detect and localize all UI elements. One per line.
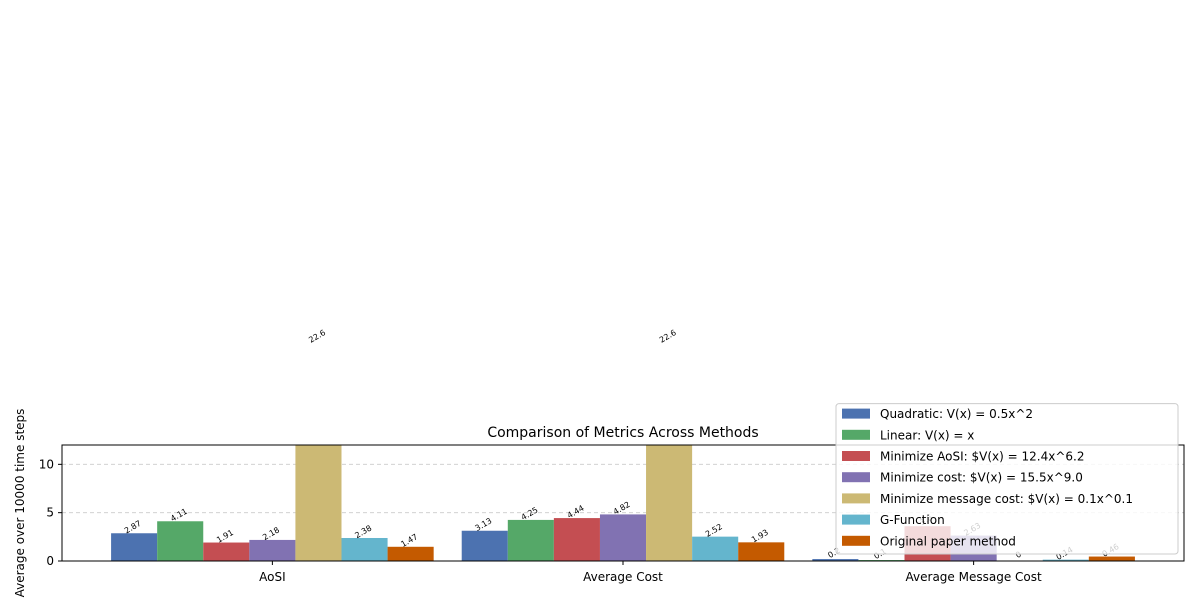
value-label: 1.47 <box>399 532 419 549</box>
legend-swatch <box>842 408 870 419</box>
chart-title: Comparison of Metrics Across Methods <box>487 425 758 441</box>
value-label: 1.91 <box>215 528 235 545</box>
bar <box>387 546 434 561</box>
legend-swatch <box>842 429 870 440</box>
legend-label: Linear: V(x) = x <box>880 428 974 442</box>
bar <box>692 536 739 561</box>
y-tick-label: 0 <box>46 554 54 568</box>
legend: Quadratic: V(x) = 0.5x^2 Linear: V(x) = x… <box>835 403 1179 555</box>
bar <box>738 542 785 561</box>
value-label: 4.82 <box>612 500 632 517</box>
value-label: 4.11 <box>169 507 189 524</box>
value-label: 0 <box>1014 550 1023 560</box>
bar <box>203 542 250 561</box>
y-tick-label: 5 <box>46 506 54 520</box>
bar <box>553 518 600 561</box>
bars <box>111 445 1135 561</box>
y-axis-label: Average over 10000 time steps <box>13 409 27 598</box>
legend-label: Minimize cost: $V(x) = 15.5x^9.0 <box>880 471 1083 485</box>
bar <box>341 537 388 561</box>
x-tick-label: AoSI <box>259 570 286 584</box>
legend-label: Minimize AoSI: $V(x) = 12.4x^6.2 <box>880 450 1084 464</box>
value-label: 3.13 <box>474 516 494 533</box>
bar <box>111 533 158 561</box>
x-tick-label: Average Cost <box>583 570 663 584</box>
x-tick-label: Average Message Cost <box>906 570 1042 584</box>
legend-swatch <box>842 535 870 546</box>
bar <box>295 445 342 561</box>
value-label: 22.6 <box>658 328 678 345</box>
legend-swatch <box>842 493 870 504</box>
value-label: 2.38 <box>353 523 373 540</box>
legend-label: Quadratic: V(x) = 0.5x^2 <box>880 407 1033 421</box>
value-label: 4.25 <box>520 505 540 522</box>
y-tick-label: 10 <box>39 457 54 471</box>
value-label: 22.6 <box>307 328 327 345</box>
value-label: 2.87 <box>123 519 143 536</box>
legend-label: Original paper method <box>880 534 1016 548</box>
value-label: 1.93 <box>750 528 770 545</box>
bar <box>646 445 693 561</box>
bar <box>812 559 859 561</box>
legend-swatch <box>842 451 870 461</box>
value-label: 2.52 <box>704 522 724 539</box>
value-label: 4.44 <box>566 504 586 521</box>
legend-swatch <box>842 514 870 525</box>
value-label: 2.18 <box>261 525 281 542</box>
legend-box <box>835 403 1179 555</box>
legend-swatch <box>842 472 870 483</box>
bar <box>1042 559 1089 561</box>
bar <box>507 519 554 561</box>
legend-label: G-Function <box>880 513 945 527</box>
bar <box>461 530 508 561</box>
bar <box>1088 556 1135 561</box>
axes: 0 5 10 AoSI Average Cost Average Message Cost <box>39 457 1042 584</box>
bar <box>249 539 296 561</box>
legend-label: Minimize message cost: $V(x) = 0.1x^0.1 <box>880 492 1133 506</box>
bar <box>599 514 647 561</box>
bar <box>157 521 204 561</box>
